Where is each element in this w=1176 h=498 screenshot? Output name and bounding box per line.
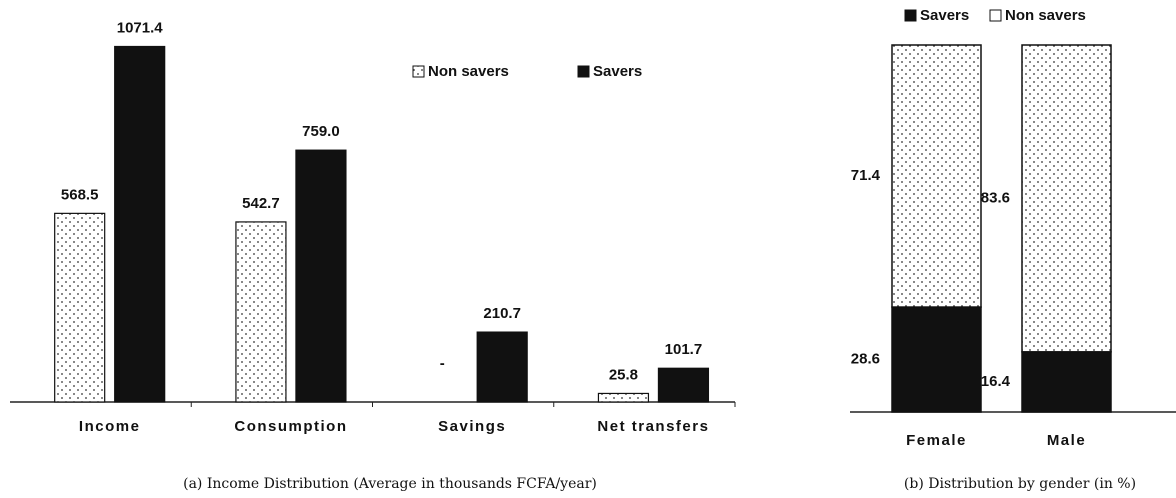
chart-title: (b) Distribution by gender (in %): [904, 476, 1136, 492]
bar: [235, 221, 287, 403]
legend-label: Non savers: [1005, 7, 1086, 24]
x-tick-label: Income: [79, 418, 141, 435]
data-label: 16.4: [981, 373, 1011, 390]
bar-segment: [1021, 44, 1112, 353]
bar: [597, 392, 650, 403]
data-label: 71.4: [851, 167, 881, 184]
x-tick-label: Net transfers: [597, 418, 709, 435]
legend-swatch: [989, 9, 1002, 22]
legend-swatch: [412, 65, 425, 78]
chart-title: (a) Income Distribution (Average in thou…: [183, 476, 597, 492]
bar: [476, 331, 528, 403]
bar: [295, 149, 347, 403]
bar-segment: [1021, 351, 1112, 413]
legend-label: Non savers: [428, 63, 509, 80]
bar: [54, 212, 106, 403]
bar: [657, 367, 710, 403]
data-label: 568.5: [61, 186, 99, 203]
data-label: 101.7: [665, 341, 703, 358]
data-label: 1071.4: [117, 19, 164, 36]
bar: [114, 45, 166, 403]
bar-segment: [891, 306, 982, 413]
legend-label: Savers: [920, 7, 969, 24]
data-label: 28.6: [851, 350, 880, 367]
legend-swatch: [577, 65, 590, 78]
data-label: 25.8: [609, 366, 638, 383]
bar-segment: [891, 44, 982, 308]
x-tick-label: Savings: [438, 418, 506, 435]
x-tick-label: Female: [906, 432, 967, 449]
data-label: 83.6: [981, 189, 1010, 206]
legend-label: Savers: [593, 63, 642, 80]
data-label: 210.7: [483, 305, 521, 322]
x-tick-label: Male: [1047, 432, 1086, 449]
data-label: -: [440, 355, 445, 372]
x-tick-label: Consumption: [234, 418, 347, 435]
data-label: 542.7: [242, 195, 280, 212]
data-label: 759.0: [302, 123, 340, 140]
legend-swatch: [904, 9, 917, 22]
